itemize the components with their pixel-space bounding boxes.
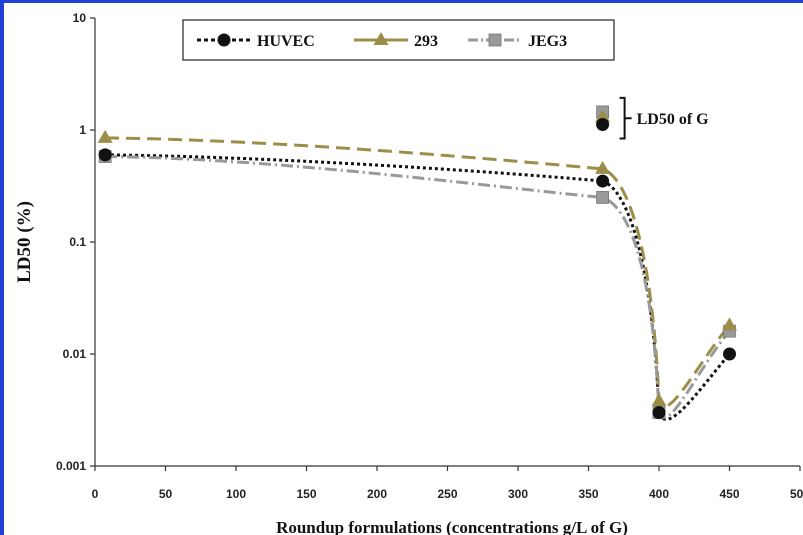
annotation-layer: LD50 of G <box>595 96 710 140</box>
y-axis-title: LD50 (%) <box>14 201 35 283</box>
series-huvec-line <box>105 153 731 421</box>
figure-border-left <box>0 0 4 535</box>
x-tick-label: 200 <box>367 487 387 501</box>
series-jeg3-line <box>105 154 731 420</box>
legend-huvec-marker <box>217 33 231 47</box>
legend-jeg3-label: JEG3 <box>528 33 567 50</box>
x-tick-label: 400 <box>649 487 669 501</box>
y-tick-label: 0.001 <box>56 459 86 473</box>
x-tick-label: 100 <box>226 487 246 501</box>
annotation-bracket <box>619 96 632 140</box>
series-293-point <box>651 393 667 407</box>
legend-box <box>182 19 615 61</box>
legend-293-marker <box>373 32 389 45</box>
plot-area: 10 1 0.1 0.01 0.001 0 50 100 150 200 250 300 350 400… <box>56 11 803 501</box>
x-tick-label: 350 <box>578 487 598 501</box>
figure-border-top <box>0 0 803 3</box>
series-jeg3-point <box>596 191 609 204</box>
x-tick-label: 50 <box>159 487 173 501</box>
annotation-label: LD50 of G <box>637 111 710 128</box>
series-huvec-point <box>652 406 666 420</box>
y-tick-label: 10 <box>73 11 87 25</box>
series-293-point <box>722 317 737 331</box>
legend-jeg3-marker <box>488 33 502 47</box>
annotation-huvec-point <box>596 117 610 131</box>
x-axis-title: Roundup formulations (concentrations g/L… <box>276 518 628 535</box>
annotation-293-point <box>595 109 611 123</box>
legend-huvec-label: HUVEC <box>257 33 315 50</box>
series-huvec-point <box>596 174 610 188</box>
series-huvec-point <box>98 148 112 162</box>
x-axis-ticks: 0 50 100 150 200 250 300 350 400 450 500 <box>92 466 803 501</box>
y-axis-ticks: 10 1 0.1 0.01 0.001 <box>56 11 95 473</box>
marker-layer <box>97 129 737 420</box>
y-tick-label: 1 <box>79 123 86 137</box>
series-293-line <box>105 136 731 409</box>
y-tick-label: 0.01 <box>63 347 87 361</box>
series-layer <box>105 136 731 421</box>
x-tick-label: 500 <box>790 487 803 501</box>
x-tick-label: 250 <box>437 487 457 501</box>
series-293-point <box>97 129 113 143</box>
x-tick-label: 0 <box>92 487 99 501</box>
x-tick-label: 300 <box>508 487 528 501</box>
legend-293-label: 293 <box>414 33 438 50</box>
legend: HUVEC 293 JEG3 <box>182 19 615 61</box>
x-tick-label: 150 <box>296 487 316 501</box>
y-tick-label: 0.1 <box>69 235 86 249</box>
series-293-point <box>595 160 611 174</box>
series-huvec-point <box>723 347 736 361</box>
x-tick-label: 450 <box>719 487 739 501</box>
